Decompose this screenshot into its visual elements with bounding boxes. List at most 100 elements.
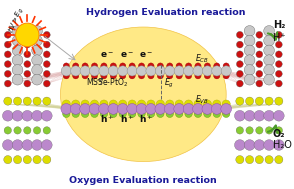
Circle shape — [72, 100, 80, 108]
Circle shape — [244, 65, 255, 75]
Circle shape — [275, 97, 283, 105]
Circle shape — [73, 73, 79, 79]
Circle shape — [24, 41, 31, 48]
Circle shape — [72, 110, 79, 118]
Circle shape — [2, 140, 13, 150]
Circle shape — [12, 110, 23, 121]
Circle shape — [212, 66, 222, 76]
Circle shape — [44, 51, 50, 58]
Text: H₂O: H₂O — [273, 140, 292, 150]
Circle shape — [80, 66, 90, 76]
Circle shape — [44, 41, 50, 48]
Circle shape — [23, 156, 31, 164]
Circle shape — [148, 73, 154, 79]
Circle shape — [265, 127, 273, 134]
Circle shape — [148, 63, 154, 69]
Circle shape — [275, 127, 283, 134]
Circle shape — [138, 63, 145, 69]
Circle shape — [108, 66, 118, 76]
Circle shape — [235, 140, 245, 150]
Circle shape — [61, 104, 72, 114]
Circle shape — [81, 110, 89, 118]
Circle shape — [195, 63, 201, 69]
Circle shape — [109, 100, 117, 108]
Circle shape — [16, 23, 39, 46]
Circle shape — [236, 41, 243, 48]
Circle shape — [22, 110, 33, 121]
Circle shape — [204, 110, 211, 118]
Circle shape — [4, 41, 11, 48]
Circle shape — [167, 73, 173, 79]
Text: h$^+$: h$^+$ — [139, 113, 153, 125]
Circle shape — [176, 63, 182, 69]
FancyArrowPatch shape — [268, 32, 277, 40]
Text: e$^-$: e$^-$ — [139, 51, 153, 60]
Circle shape — [127, 66, 137, 76]
Circle shape — [24, 61, 31, 67]
Circle shape — [264, 55, 275, 66]
Circle shape — [157, 110, 164, 118]
Circle shape — [4, 51, 11, 58]
Circle shape — [14, 156, 22, 164]
Circle shape — [108, 104, 119, 114]
Circle shape — [91, 100, 98, 108]
Circle shape — [32, 110, 42, 121]
Circle shape — [221, 104, 232, 114]
Circle shape — [256, 61, 263, 67]
Circle shape — [2, 110, 13, 121]
Circle shape — [214, 73, 220, 79]
Circle shape — [193, 66, 203, 76]
Circle shape — [43, 156, 51, 164]
Circle shape — [244, 35, 255, 46]
Circle shape — [32, 55, 42, 66]
Circle shape — [235, 110, 245, 121]
Circle shape — [165, 66, 175, 76]
Circle shape — [63, 110, 70, 118]
Circle shape — [275, 41, 282, 48]
Circle shape — [236, 97, 244, 105]
Text: O₂: O₂ — [273, 129, 285, 139]
Circle shape — [264, 74, 275, 85]
Circle shape — [273, 140, 284, 150]
Circle shape — [89, 104, 100, 114]
Circle shape — [12, 55, 23, 66]
Circle shape — [186, 63, 192, 69]
Circle shape — [4, 31, 11, 38]
Circle shape — [70, 104, 81, 114]
Circle shape — [118, 66, 128, 76]
Circle shape — [128, 100, 136, 108]
Circle shape — [244, 55, 255, 66]
Circle shape — [273, 110, 284, 121]
Circle shape — [110, 110, 117, 118]
Circle shape — [14, 97, 22, 105]
Circle shape — [100, 100, 108, 108]
Circle shape — [4, 61, 11, 67]
Circle shape — [138, 73, 145, 79]
Text: H₂: H₂ — [273, 20, 285, 30]
Circle shape — [183, 104, 194, 114]
Circle shape — [147, 100, 155, 108]
Circle shape — [155, 104, 166, 114]
Circle shape — [147, 110, 155, 118]
Circle shape — [264, 140, 275, 150]
Circle shape — [157, 73, 163, 79]
Circle shape — [80, 104, 91, 114]
Circle shape — [256, 31, 263, 38]
Circle shape — [202, 104, 213, 114]
Circle shape — [43, 97, 51, 105]
Circle shape — [204, 73, 211, 79]
Circle shape — [223, 110, 230, 118]
Circle shape — [119, 110, 126, 118]
Circle shape — [155, 66, 166, 76]
Circle shape — [119, 100, 127, 108]
Circle shape — [146, 66, 156, 76]
Circle shape — [275, 51, 282, 58]
Circle shape — [264, 65, 275, 75]
Circle shape — [146, 104, 156, 114]
Circle shape — [265, 156, 273, 164]
Circle shape — [89, 66, 100, 76]
Circle shape — [23, 97, 31, 105]
Circle shape — [62, 100, 70, 108]
Circle shape — [12, 26, 23, 36]
Circle shape — [63, 63, 69, 69]
